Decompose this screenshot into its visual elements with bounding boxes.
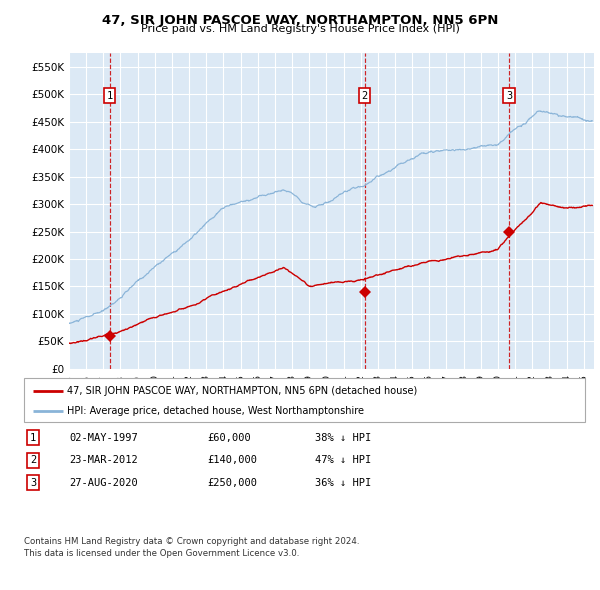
Text: 3: 3 [506, 91, 512, 101]
Text: 47, SIR JOHN PASCOE WAY, NORTHAMPTON, NN5 6PN: 47, SIR JOHN PASCOE WAY, NORTHAMPTON, NN… [102, 14, 498, 27]
Text: 38% ↓ HPI: 38% ↓ HPI [315, 433, 371, 442]
Text: 23-MAR-2012: 23-MAR-2012 [69, 455, 138, 465]
Text: 1: 1 [107, 91, 113, 101]
Text: £60,000: £60,000 [207, 433, 251, 442]
Text: 3: 3 [30, 478, 36, 487]
Text: Contains HM Land Registry data © Crown copyright and database right 2024.
This d: Contains HM Land Registry data © Crown c… [24, 537, 359, 558]
Text: £140,000: £140,000 [207, 455, 257, 465]
Text: 2: 2 [361, 91, 368, 101]
Text: 1: 1 [30, 433, 36, 442]
Text: 2: 2 [30, 455, 36, 465]
Text: 47, SIR JOHN PASCOE WAY, NORTHAMPTON, NN5 6PN (detached house): 47, SIR JOHN PASCOE WAY, NORTHAMPTON, NN… [67, 386, 418, 396]
Text: 36% ↓ HPI: 36% ↓ HPI [315, 478, 371, 487]
Text: 47% ↓ HPI: 47% ↓ HPI [315, 455, 371, 465]
Text: 27-AUG-2020: 27-AUG-2020 [69, 478, 138, 487]
Text: £250,000: £250,000 [207, 478, 257, 487]
Text: Price paid vs. HM Land Registry's House Price Index (HPI): Price paid vs. HM Land Registry's House … [140, 25, 460, 34]
Text: HPI: Average price, detached house, West Northamptonshire: HPI: Average price, detached house, West… [67, 406, 364, 416]
Text: 02-MAY-1997: 02-MAY-1997 [69, 433, 138, 442]
